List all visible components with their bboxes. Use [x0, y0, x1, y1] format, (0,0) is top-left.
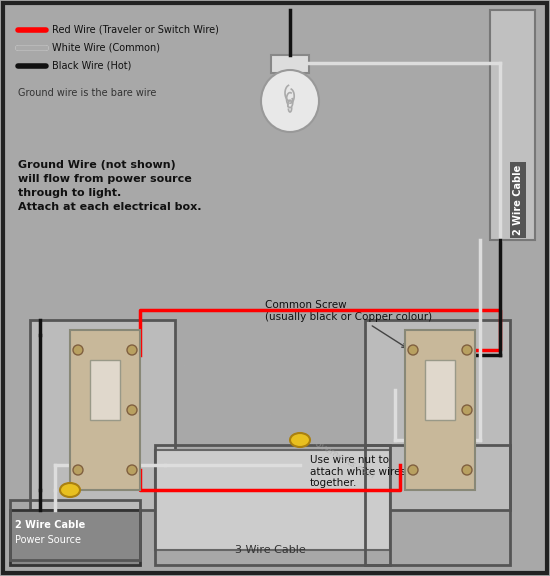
Bar [271, 55, 309, 73]
Ellipse shape [261, 70, 319, 132]
Text: Common Screw
(usually black or Copper colour): Common Screw (usually black or Copper co… [265, 300, 432, 348]
Circle shape [127, 405, 137, 415]
Text: through to light.: through to light. [18, 188, 121, 198]
Bar [365, 320, 510, 510]
Bar [405, 330, 475, 490]
Circle shape [408, 345, 418, 355]
Text: www.easy-do-it-yourself-home-improvements.com: www.easy-do-it-yourself-home-improvement… [174, 359, 376, 481]
Bar [30, 320, 175, 510]
Bar [90, 360, 120, 420]
Bar [155, 445, 390, 565]
Text: Attach at each electrical box.: Attach at each electrical box. [18, 202, 201, 212]
Circle shape [127, 465, 137, 475]
Ellipse shape [60, 483, 80, 497]
Text: 2 Wire Cable: 2 Wire Cable [15, 520, 85, 530]
Circle shape [73, 465, 83, 475]
Bar [10, 500, 140, 560]
Text: Ground wire is the bare wire: Ground wire is the bare wire [18, 88, 156, 98]
Bar [70, 330, 140, 490]
Text: White Wire (Common): White Wire (Common) [52, 43, 160, 53]
Text: Red Wire (Traveler or Switch Wire): Red Wire (Traveler or Switch Wire) [52, 25, 219, 35]
Bar [155, 450, 390, 550]
Text: 2 Wire Cable: 2 Wire Cable [513, 165, 523, 235]
Circle shape [408, 465, 418, 475]
Text: Use wire nut to
attach white wires
together.: Use wire nut to attach white wires toget… [310, 455, 406, 488]
Bar [10, 510, 140, 565]
Circle shape [462, 405, 472, 415]
Bar [490, 10, 535, 240]
Bar [425, 360, 455, 420]
Text: Power Source: Power Source [15, 535, 81, 545]
Text: 3 Wire Cable: 3 Wire Cable [235, 545, 305, 555]
Ellipse shape [290, 433, 310, 447]
Circle shape [462, 465, 472, 475]
Circle shape [73, 345, 83, 355]
Text: Black Wire (Hot): Black Wire (Hot) [52, 61, 131, 71]
Circle shape [462, 345, 472, 355]
Text: will flow from power source: will flow from power source [18, 174, 192, 184]
Bar [365, 445, 510, 565]
Text: Ground Wire (not shown): Ground Wire (not shown) [18, 160, 176, 170]
Circle shape [127, 345, 137, 355]
